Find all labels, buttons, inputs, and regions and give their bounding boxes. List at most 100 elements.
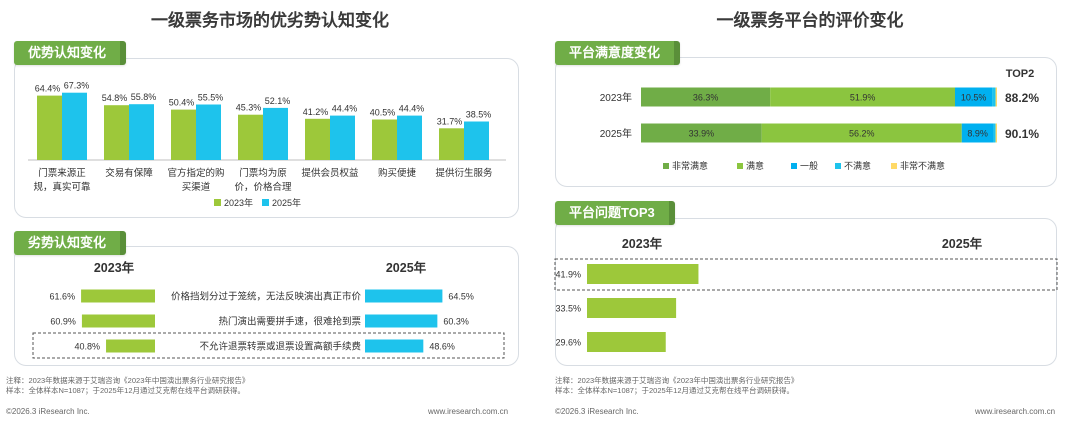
legend-swatch-2025 <box>262 199 269 206</box>
legend-label: 非常满意 <box>672 160 708 171</box>
legend-label: 不满意 <box>844 160 871 171</box>
bar-2025 <box>365 314 438 328</box>
legend-swatch <box>663 163 669 169</box>
category-label: 规，真实可靠 <box>33 181 91 193</box>
segment-label: 51.9% <box>850 93 876 103</box>
bar-2025 <box>397 115 422 160</box>
top2-header: TOP2 <box>1006 68 1035 80</box>
column-header-2025: 2025年 <box>942 236 983 251</box>
bar-2023 <box>238 114 263 160</box>
legend-swatch <box>791 163 797 169</box>
bar-2025 <box>464 121 489 160</box>
data-label-2025: 48.6% <box>429 342 455 352</box>
data-label-2023: 54.8% <box>102 93 128 103</box>
category-label: 购买便捷 <box>378 167 417 179</box>
disadvantage-panel <box>14 246 519 366</box>
row-label: 2025年 <box>600 127 632 140</box>
segment-label: 33.9% <box>689 129 715 139</box>
left-note-line-2: 样本：全体样本N=1087；于2025年12月通过艾克帮在线平台调研获得。 <box>6 386 246 395</box>
category-label: 门票来源正 <box>38 167 86 179</box>
disadvantage-tab: 劣势认知变化 <box>14 231 127 255</box>
data-label-2025: 52.1% <box>265 96 291 106</box>
segment-label: 8.9% <box>967 129 988 139</box>
right-website: www.iresearch.com.cn <box>975 407 1056 416</box>
bar-2025 <box>129 104 154 160</box>
top2-value: 90.1% <box>1005 127 1039 141</box>
legend-swatch-2023 <box>214 199 221 206</box>
bar-2025 <box>330 115 355 160</box>
segment-1 <box>641 123 762 143</box>
bar-2023 <box>372 119 397 160</box>
legend-label: 满意 <box>746 160 764 171</box>
right-copyright: ©2026.3 iResearch Inc. <box>555 407 639 416</box>
advantage-tab: 优势认知变化 <box>14 41 127 65</box>
category-label: 买渠道 <box>182 181 211 193</box>
data-label-2023: 40.5% <box>370 108 396 118</box>
bar-2023 <box>439 128 464 160</box>
segment-3 <box>961 123 994 143</box>
data-label-2025: 44.4% <box>332 104 358 114</box>
segment-label: 10.5% <box>961 93 987 103</box>
row-label: 2023年 <box>600 91 632 104</box>
bar-2025 <box>365 339 424 353</box>
data-label-2025: 67.3% <box>64 81 90 91</box>
left-note-line-1: 注释：2023年数据来源于艾瑞咨询《2023年中国演出票务行业研究报告》 <box>6 376 250 385</box>
legend-swatch <box>835 163 841 169</box>
legend-label: 一般 <box>800 160 818 171</box>
category-label: 交易有保障 <box>105 167 153 179</box>
segment-1 <box>641 87 771 107</box>
data-label-2023: 41.9% <box>555 270 581 280</box>
category-label: 提供会员权益 <box>301 167 359 179</box>
data-label-2023: 41.2% <box>303 107 329 117</box>
legend-label-2023: 2023年 <box>224 197 253 208</box>
data-label-2025: 60.3% <box>443 317 469 327</box>
segment-4 <box>992 87 996 107</box>
bar-2023 <box>587 298 677 318</box>
column-header-2025: 2025年 <box>386 260 427 275</box>
bar-2025 <box>62 92 87 160</box>
bar-2023 <box>587 264 699 284</box>
highlight-box <box>32 332 505 359</box>
category-label: 提供衍生服务 <box>435 167 493 179</box>
segment-2 <box>770 87 955 107</box>
segment-label: 36.3% <box>693 93 719 103</box>
bar-2023 <box>81 314 155 328</box>
data-label-2025: 64.5% <box>448 292 474 302</box>
bar-2023 <box>305 118 330 160</box>
left-copyright: ©2026.3 iResearch Inc. <box>6 407 90 416</box>
column-header-2023: 2023年 <box>94 260 135 275</box>
segment-label: 56.2% <box>849 129 875 139</box>
legend-label: 非常不满意 <box>900 160 945 171</box>
left-page-title: 一级票务市场的优劣势认知变化 <box>151 11 389 30</box>
category-label: 官方指定的购 <box>167 167 224 179</box>
legend-swatch <box>737 163 743 169</box>
left-website: www.iresearch.com.cn <box>428 407 509 416</box>
segment-4 <box>993 123 996 143</box>
data-label-2023: 45.3% <box>236 103 262 113</box>
right-note-line-1: 注释：2023年数据来源于艾瑞咨询《2023年中国演出票务行业研究报告》 <box>555 376 799 385</box>
bar-2025 <box>196 104 221 160</box>
top2-value: 88.2% <box>1005 91 1039 105</box>
satisfaction-chart: TOP2 2023年 36.3% 51.9% 10.5% 88.2% 2025年 33.9% 5… <box>600 68 1040 171</box>
data-label-2025: 55.5% <box>198 93 224 103</box>
bar-2023 <box>106 339 155 353</box>
segment-2 <box>761 123 962 143</box>
bar-2023 <box>81 289 155 303</box>
data-label-2025: 38.5% <box>466 110 492 120</box>
bar-2025 <box>263 107 288 160</box>
disadvantage-chart: 2023年 2025年 61.6% 64.5% 价格挡划分过于笼统，无法反映演出真正市价… <box>32 260 505 359</box>
segment-3 <box>954 87 993 107</box>
data-label-2023: 64.4% <box>35 84 61 94</box>
right-note-line-2: 样本：全体样本N=1087；于2025年12月通过艾克帮在线平台调研获得。 <box>555 386 795 395</box>
category-label: 价，价格合理 <box>234 181 292 193</box>
data-label-2023: 31.7% <box>437 116 463 126</box>
problems-chart: 2023年 2025年 41.9% 33.5% 29.6% <box>554 236 1058 352</box>
problems-tab: 平台问题TOP3 <box>555 201 675 225</box>
data-label-2025: 44.4% <box>399 104 425 114</box>
bar-2025 <box>365 289 443 303</box>
highlight-box <box>554 258 1058 291</box>
category-label: 不允许退票转票或退票设置高额手续费 <box>199 341 361 353</box>
segment-5 <box>995 87 997 107</box>
data-label-2023: 33.5% <box>555 304 581 314</box>
data-label-2023: 29.6% <box>555 338 581 348</box>
